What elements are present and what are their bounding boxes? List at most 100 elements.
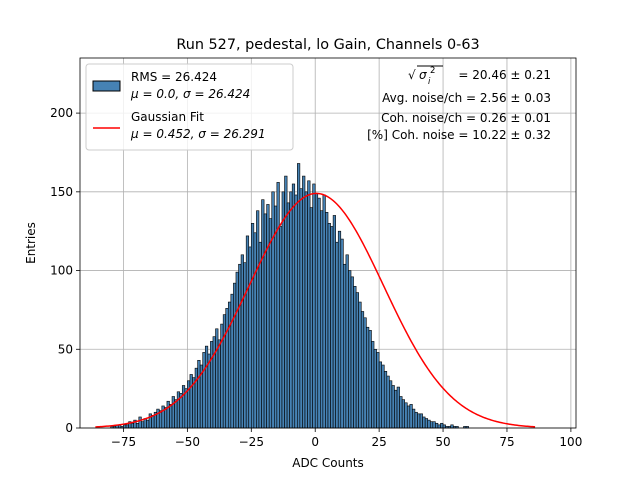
y-tick-label: 150 [50, 185, 73, 199]
histogram-bar [389, 380, 393, 429]
histogram-bar [164, 407, 168, 429]
histogram-bar [222, 314, 227, 429]
y-tick-label: 0 [65, 421, 73, 435]
histogram-bar [424, 418, 429, 429]
annotation-sigma-superscript: 2 [430, 66, 435, 76]
histogram-bar [345, 254, 349, 429]
histogram-bar [184, 388, 188, 429]
histogram-bar [363, 317, 367, 429]
histogram-bar [427, 419, 431, 429]
histogram-bar [322, 194, 326, 429]
legend-fit-label: Gaussian Fit [131, 110, 204, 124]
x-tick-label: 25 [371, 435, 386, 449]
annotation-avg-noise: Avg. noise/ch = 2.56 ± 0.03 [382, 91, 551, 105]
histogram-bar [399, 396, 403, 429]
histogram-bar [378, 361, 382, 429]
histogram-bar [266, 204, 270, 429]
histogram-bar [358, 301, 362, 429]
histogram-bar [409, 404, 413, 429]
histogram-bar [197, 359, 201, 429]
histogram-bar [371, 341, 375, 429]
histogram-bar [381, 364, 385, 429]
histogram-bar [268, 218, 273, 429]
histogram-bar [394, 389, 398, 429]
annotation-radical-sign: √ [408, 68, 416, 82]
histogram-bar [404, 402, 408, 429]
histogram-bar [243, 262, 247, 429]
histogram-bar [138, 416, 142, 429]
histogram-bar [176, 391, 181, 429]
histogram-bar [230, 293, 234, 429]
histogram-bar [253, 232, 257, 429]
y-tick-label: 100 [50, 264, 73, 278]
histogram-bar [189, 374, 193, 429]
histogram-bar [309, 207, 313, 429]
histogram-bar [289, 191, 293, 429]
histogram-bar [304, 191, 308, 429]
x-tick-label: 75 [499, 435, 514, 449]
histogram-bar [368, 330, 372, 429]
chart-title: Run 527, pedestal, lo Gain, Channels 0-6… [176, 37, 479, 53]
histogram-bar [248, 246, 252, 429]
histogram-bar [360, 311, 365, 429]
histogram-bar [383, 371, 388, 429]
histogram-bar [302, 175, 306, 429]
histogram-bar [261, 199, 265, 429]
histogram-bar [396, 386, 400, 429]
histogram-bar [141, 421, 145, 429]
histogram-bar [440, 422, 444, 429]
annotation-sigma-symbol: σ [419, 68, 427, 82]
legend-box [85, 63, 294, 151]
histogram-bar [233, 282, 237, 429]
histogram-bar [125, 424, 129, 429]
x-axis-ticks: −75 −50 −25 0 25 50 75 100 [111, 428, 582, 449]
histogram-bar [386, 375, 390, 429]
histogram-bar [171, 396, 175, 429]
histogram-bar [217, 339, 221, 429]
histogram-bar [245, 235, 250, 429]
histogram-bar [376, 352, 380, 429]
histogram-bar [442, 424, 446, 429]
histogram-bar [314, 193, 319, 429]
histogram-bar [250, 223, 255, 429]
histogram-bar [337, 230, 342, 429]
histogram-bar [279, 226, 283, 429]
annotation-sqrt-sigma: √ σ i 2 = 20.46 ± 0.21 [408, 65, 551, 87]
histogram-bar [210, 341, 214, 429]
histogram-bar [263, 213, 267, 429]
histogram-bar [284, 175, 288, 429]
histogram-bar [135, 422, 140, 429]
histogram-bar [181, 385, 186, 429]
histogram-bar [422, 416, 426, 429]
histogram-bar [412, 408, 416, 429]
histogram-bar [320, 210, 324, 429]
histogram-bar [317, 197, 321, 429]
x-axis-label: ADC Counts [292, 456, 364, 470]
gaussian-fit-curve [95, 192, 536, 428]
legend-histogram-swatch [92, 80, 121, 92]
histogram-bar [417, 413, 421, 429]
histogram-bar [307, 180, 311, 429]
legend-histogram-rms: RMS = 26.424 [131, 70, 217, 84]
histogram-bar [194, 367, 198, 429]
histogram-bar [225, 308, 229, 429]
x-tick-label: −75 [111, 435, 136, 449]
y-axis-ticks: 0 50 100 150 200 [50, 106, 80, 435]
histogram-bar [299, 188, 303, 429]
histogram-bar [406, 405, 411, 429]
histogram-bar [169, 404, 173, 429]
y-tick-label: 200 [50, 106, 73, 120]
histogram-bar [174, 399, 178, 429]
histogram-bar [355, 292, 359, 429]
x-tick-label: 50 [435, 435, 450, 449]
legend-histogram-params: μ = 0.0, σ = 26.424 [130, 87, 250, 101]
histogram-bar [343, 263, 347, 429]
histogram-bar [330, 226, 334, 429]
histogram-bar [294, 194, 298, 429]
annotation-coh-noise-percent: [%] Coh. noise = 10.22 ± 0.32 [367, 128, 551, 142]
histogram-bar [238, 263, 242, 429]
noise-annotations: √ σ i 2 = 20.46 ± 0.21 Avg. noise/ch = 2… [367, 65, 551, 142]
legend-fit-params: μ = 0.452, σ = 26.291 [130, 127, 266, 141]
histogram-bar [340, 238, 344, 429]
